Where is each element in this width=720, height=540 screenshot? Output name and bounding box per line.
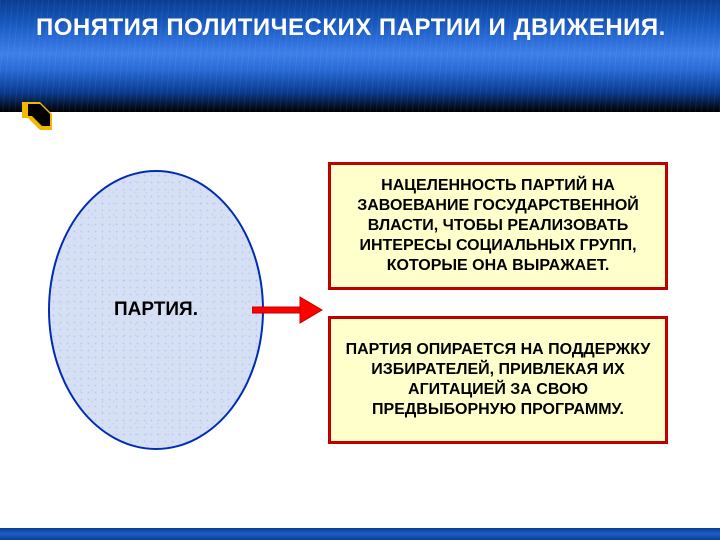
slide: ПОНЯТИЯ ПОЛИТИЧЕСКИХ ПАРТИИ И ДВИЖЕНИЯ. … bbox=[0, 0, 720, 540]
ellipse-label: ПАРТИЯ. bbox=[114, 299, 198, 321]
concept-ellipse: ПАРТИЯ. bbox=[48, 170, 264, 450]
callout-box: НАЦЕЛЕННОСТЬ ПАРТИЙ НА ЗАВОЕВАНИЕ ГОСУДА… bbox=[328, 162, 668, 290]
callout-box: ПАРТИЯ ОПИРАЕТСЯ НА ПОДДЕРЖКУ ИЗБИРАТЕЛЕ… bbox=[328, 316, 668, 444]
footer-band bbox=[0, 528, 720, 540]
callout-text: НАЦЕЛЕННОСТЬ ПАРТИЙ НА ЗАВОЕВАНИЕ ГОСУДА… bbox=[343, 176, 653, 276]
callout-text: ПАРТИЯ ОПИРАЕТСЯ НА ПОДДЕРЖКУ ИЗБИРАТЕЛЕ… bbox=[343, 340, 653, 420]
slide-title: ПОНЯТИЯ ПОЛИТИЧЕСКИХ ПАРТИИ И ДВИЖЕНИЯ. bbox=[36, 14, 676, 42]
arrow-icon bbox=[252, 295, 324, 325]
corner-accent bbox=[22, 102, 58, 126]
